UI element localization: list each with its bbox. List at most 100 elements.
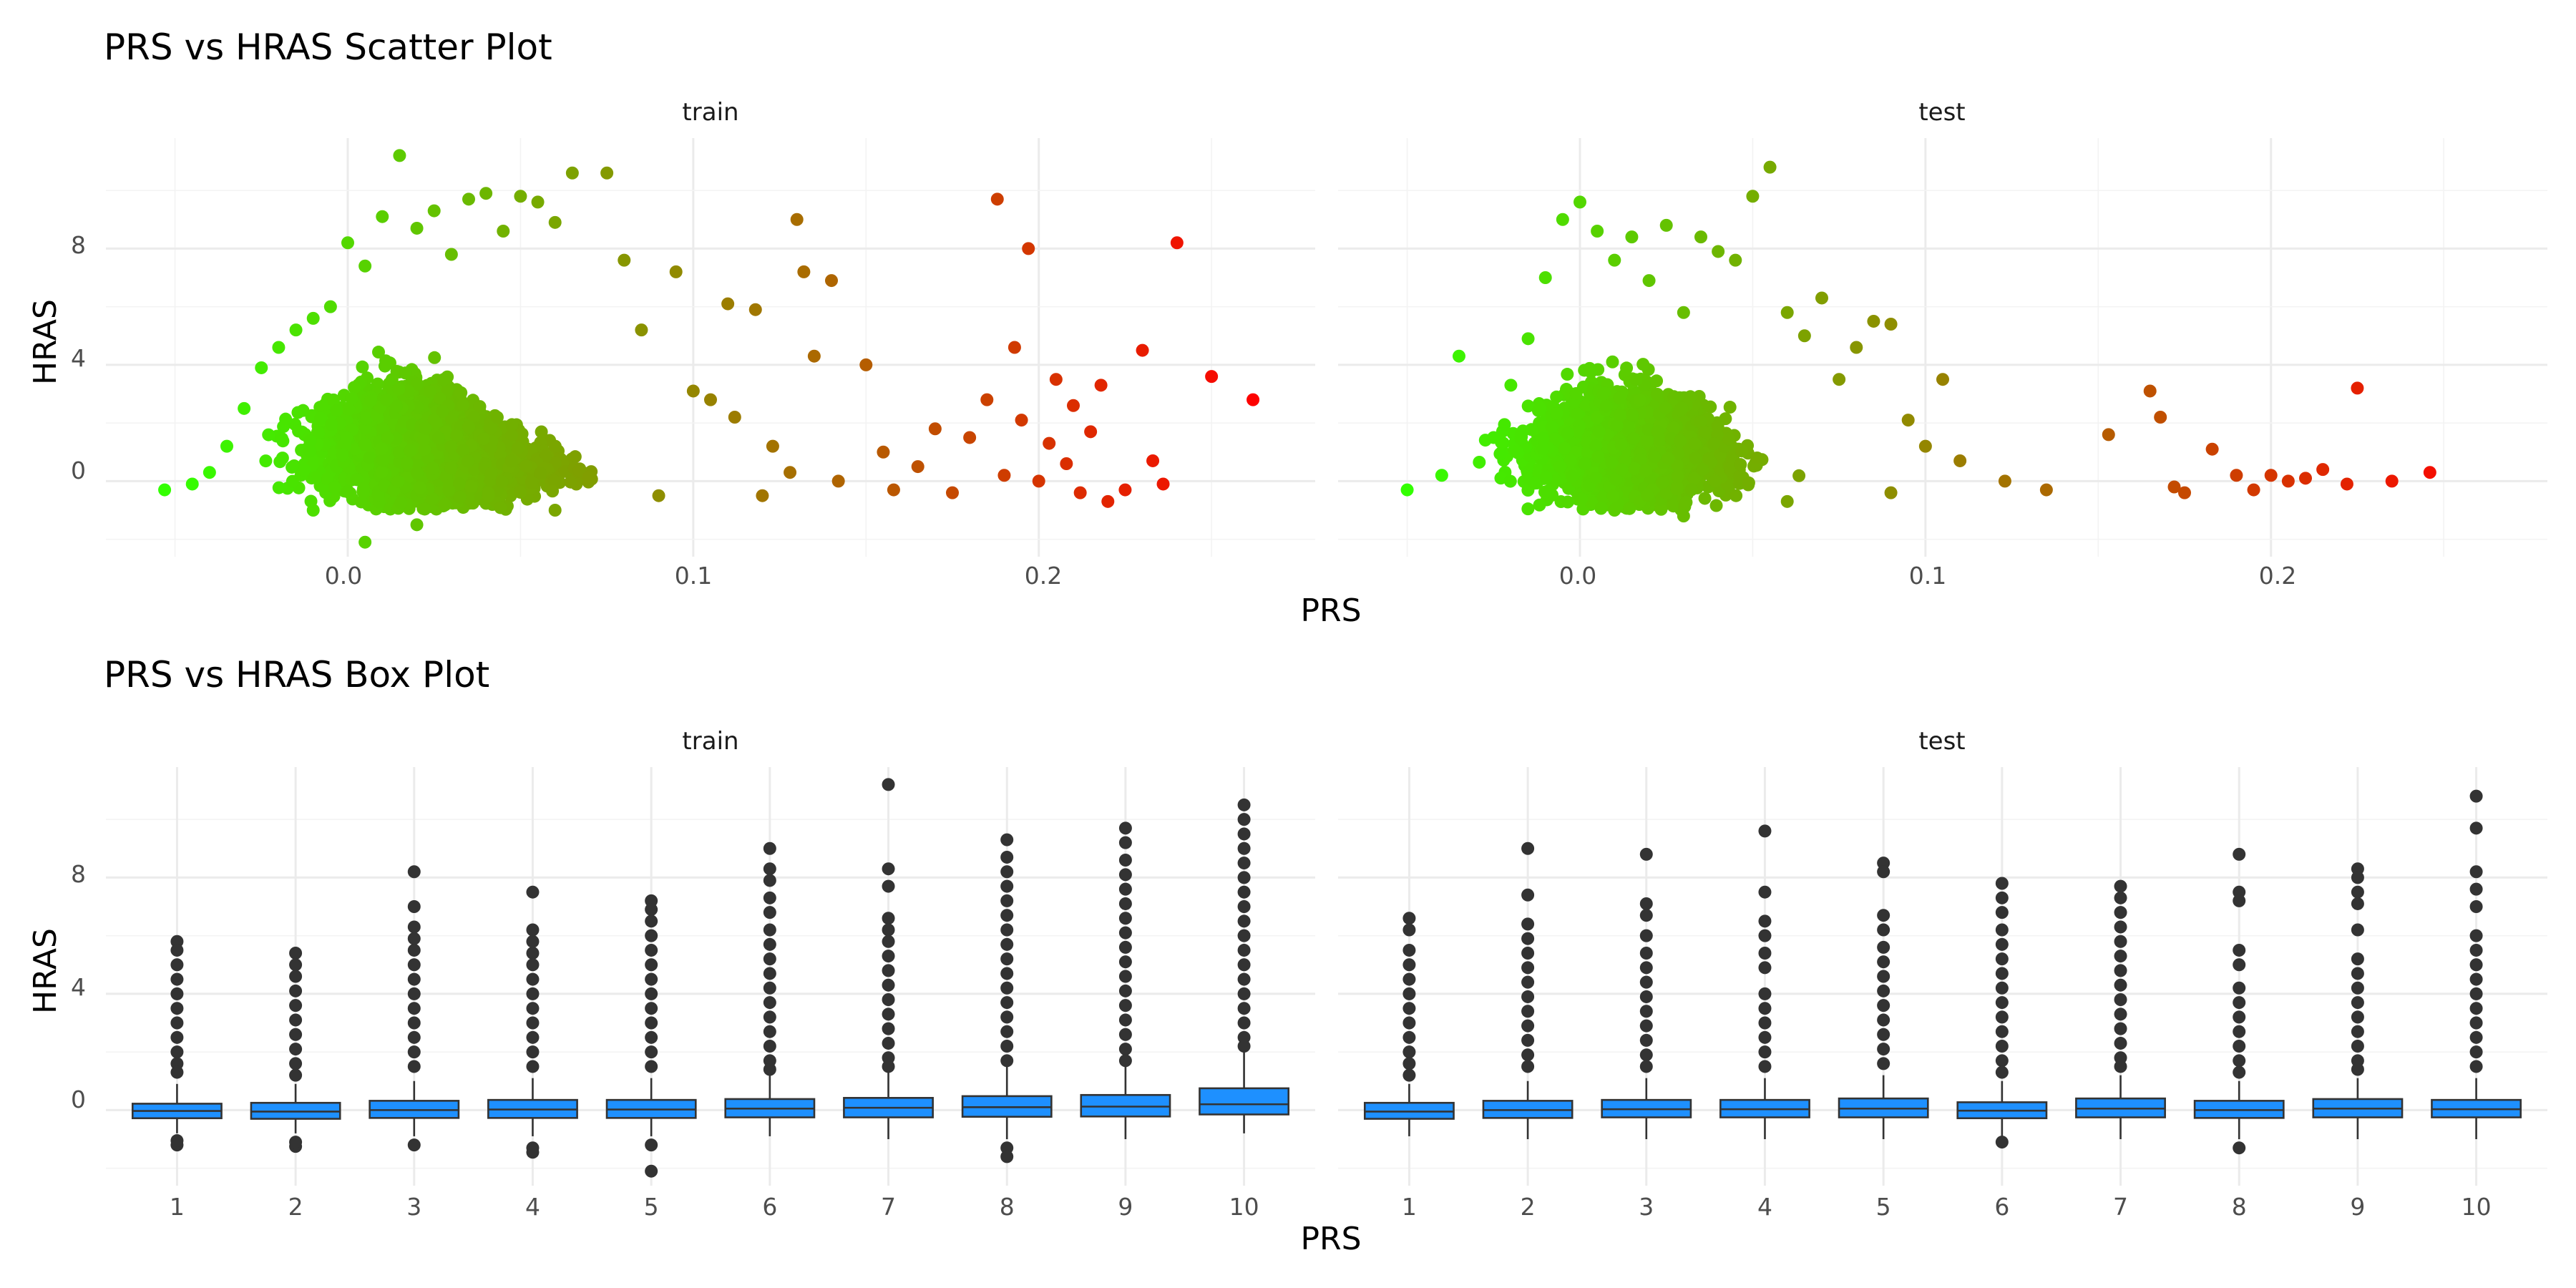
scatter-point (391, 474, 405, 488)
scatter-point (426, 462, 439, 475)
box-outlier (1995, 1025, 2009, 1038)
scatter-point (372, 346, 386, 359)
scatter-point (652, 489, 665, 502)
box-outlier (882, 862, 895, 876)
scatter-point (766, 439, 779, 453)
scatter-point (452, 477, 466, 491)
box-outlier (526, 935, 540, 948)
box-outlier (526, 958, 540, 972)
scatter-point (298, 463, 311, 477)
scatter-point (1578, 457, 1591, 471)
box-outlier (170, 972, 184, 986)
scatter-point (203, 466, 216, 479)
box-outlier (1237, 914, 1251, 928)
scatter-point (997, 469, 1011, 482)
scatter-point (1689, 452, 1702, 465)
box-outlier (1118, 1013, 1132, 1027)
box-outlier (170, 1030, 184, 1044)
box-strip-test: test (1918, 727, 1965, 756)
box-outlier (763, 891, 776, 904)
scatter-point (1613, 391, 1626, 405)
box-outlier (1639, 947, 1653, 960)
scatter-point (1628, 462, 1641, 475)
box-outlier (1995, 891, 2009, 904)
scatter-point (1712, 245, 1725, 258)
box-outlier (1402, 1057, 1416, 1070)
scatter-point (312, 426, 326, 439)
scatter-point (464, 479, 478, 493)
scatter-point (1170, 236, 1184, 250)
scatter-strip-train: train (682, 98, 738, 127)
box-outlier (1402, 987, 1416, 1000)
scatter-point (1541, 484, 1555, 498)
scatter-point (1608, 253, 1621, 267)
scatter-point (1750, 451, 1764, 464)
box-outlier (882, 912, 895, 925)
scatter-point (514, 190, 527, 203)
scatter-point (1626, 409, 1639, 422)
box-outlier (1758, 1002, 1772, 1015)
scatter-point (426, 492, 439, 506)
scatter-point (1694, 230, 1707, 244)
scatter-point (1521, 332, 1535, 346)
scatter-point (1884, 486, 1898, 499)
box-outlier (526, 1030, 540, 1044)
box-outlier (526, 947, 540, 960)
scatter-point (531, 195, 545, 209)
scatter-point (358, 259, 372, 273)
box-outlier (2351, 967, 2364, 980)
scatter-x-tick: 0.1 (675, 562, 712, 590)
box-outlier (407, 943, 421, 957)
box-outlier (1521, 1048, 1535, 1062)
box-outlier (289, 970, 303, 983)
box-outlier (1639, 961, 1653, 975)
box-outlier (289, 947, 303, 960)
scatter-point (1674, 434, 1687, 447)
box-outlier (1758, 987, 1772, 1000)
box-outlier (2351, 1063, 2364, 1076)
box-outlier (1995, 981, 2009, 995)
scatter-point (328, 481, 341, 494)
scatter-point (450, 429, 464, 442)
box-outlier (763, 906, 776, 919)
box-outlier (1521, 990, 1535, 1003)
scatter-point (413, 481, 426, 494)
scatter-point (360, 411, 374, 425)
scatter-point (807, 349, 821, 363)
scatter-point (1246, 393, 1260, 406)
box-outlier (289, 1043, 303, 1056)
scatter-point (1709, 499, 1723, 512)
box-outlier (2233, 981, 2246, 995)
scatter-point (1780, 306, 1794, 319)
scatter-point (2178, 486, 2191, 499)
box-x-tick: 3 (1639, 1193, 1654, 1221)
scatter-point (378, 359, 391, 373)
box-outlier (1000, 967, 1014, 980)
scatter-point (428, 351, 441, 364)
box-outlier (1000, 1025, 1014, 1038)
scatter-point (1561, 495, 1574, 509)
box-outlier (2114, 978, 2127, 992)
scatter-point (1473, 455, 1486, 469)
scatter-point (1487, 431, 1501, 444)
box-outlier (645, 1138, 658, 1152)
box-outlier (645, 987, 658, 1000)
box-outlier (2469, 821, 2483, 835)
box-x-tick: 7 (881, 1193, 896, 1221)
scatter-x-axis-title: PRS (1300, 592, 1361, 629)
scatter-point (1553, 460, 1566, 474)
box-outlier (170, 1016, 184, 1030)
scatter-point (345, 391, 358, 405)
scatter-point (1734, 458, 1747, 472)
scatter-point (1850, 341, 1863, 354)
box-outlier (2351, 897, 2364, 910)
box-outlier (1995, 1010, 2009, 1024)
scatter-point (1688, 436, 1702, 450)
box-outlier (763, 996, 776, 1010)
box-outlier (1995, 952, 2009, 966)
box-outlier (2233, 958, 2246, 972)
scatter-point (327, 393, 341, 406)
box-outlier (1237, 929, 1251, 942)
box-outlier (2233, 1025, 2246, 1038)
scatter-x-tick: 0.2 (1025, 562, 1062, 590)
